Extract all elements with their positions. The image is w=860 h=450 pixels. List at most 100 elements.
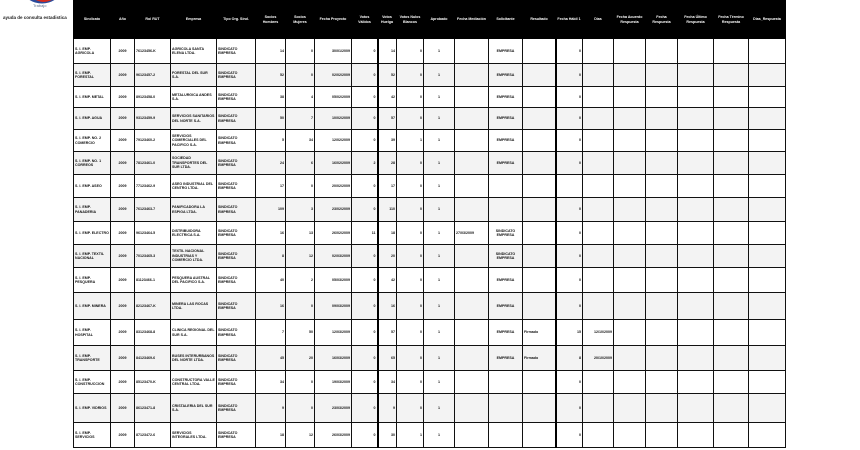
table-cell: S. I. EMP. CONSTRUCCION	[73, 370, 111, 394]
table-cell	[454, 107, 489, 130]
table-cell: S. I. EMP. ASEO	[73, 174, 111, 198]
table-cell	[522, 129, 556, 152]
table-cell	[454, 422, 489, 448]
table-cell: 1	[423, 38, 455, 64]
table-cell: 2009	[110, 319, 135, 346]
table-cell	[748, 129, 786, 152]
table-cell	[613, 221, 646, 245]
table-cell: 89123458-0	[134, 86, 171, 108]
column-header: Votos Válidos	[351, 0, 378, 39]
table-cell: 23/03/2009	[314, 393, 352, 423]
table-row: S. I. EMP. TEXTIL NACIONAL 2009 70123465-3…	[73, 244, 786, 268]
table-cell: 0	[351, 129, 378, 152]
table-cell: 05/02/2009	[314, 86, 352, 108]
column-header: Fecha Hábil 1	[555, 0, 583, 39]
table-cell	[748, 151, 786, 175]
column-header: Empresa	[170, 0, 217, 39]
table-cell: 2009	[110, 292, 135, 320]
column-header: Resultado	[522, 0, 556, 39]
table-cell: 2009	[110, 221, 135, 245]
table-cell: 0	[396, 221, 424, 245]
table-cell	[677, 244, 714, 268]
table-cell	[748, 197, 786, 222]
table-cell: 0	[396, 151, 424, 175]
table-cell: SINDICATO EMPRESA	[216, 393, 256, 423]
table-cell	[645, 393, 678, 423]
column-header: Fecha Acuerdo Respuesta	[613, 0, 646, 39]
table-cell: 76123456-K	[134, 38, 171, 64]
table-cell: EMPRESA	[488, 292, 523, 320]
table-cell: 0	[396, 197, 424, 222]
table-cell: 2009	[110, 63, 135, 87]
table-cell: EMPRESA	[488, 345, 523, 371]
table-cell	[454, 151, 489, 175]
table-cell: 0	[285, 174, 315, 198]
table-cell: 0	[554, 197, 583, 222]
table-cell	[748, 319, 786, 346]
table-cell: 3	[285, 197, 315, 222]
table-cell: 65	[376, 345, 397, 371]
table-cell: 0	[554, 393, 583, 423]
table-cell: 23/02/2009	[314, 197, 352, 222]
table-cell: 0	[396, 393, 424, 423]
table-cell: 18	[255, 422, 286, 448]
table-cell	[748, 86, 786, 108]
column-header: Socios Mujeres	[285, 0, 315, 39]
table-cell: SINDICATO EMPRESA	[216, 319, 256, 346]
column-header: Aprobado	[423, 0, 455, 39]
table-cell	[645, 151, 678, 175]
table-cell	[582, 151, 614, 175]
table-cell	[454, 319, 489, 346]
table-cell: 2009	[110, 151, 135, 175]
table-cell	[522, 422, 556, 448]
table-cell	[613, 345, 646, 371]
table-cell: 28	[376, 151, 397, 175]
table-row: S. I. EMP. METAL 2009 89123458-0 METALURGIC…	[73, 86, 786, 108]
table-cell	[613, 370, 646, 394]
table-cell: 6	[285, 151, 315, 175]
table-cell	[582, 86, 614, 108]
table-cell: 0	[285, 292, 315, 320]
table-cell: SERVICIOS COMERCIALES DEL PACIFICO S.A.	[170, 129, 217, 152]
table-cell: 0	[554, 292, 583, 320]
table-cell: SERVICIOS SANITARIOS DEL NORTE S.A.	[170, 107, 217, 130]
table-cell	[582, 63, 614, 87]
column-header: Rol RUT	[134, 0, 171, 39]
table-cell	[488, 393, 523, 423]
table-cell	[645, 292, 678, 320]
table-cell	[522, 292, 556, 320]
table-cell	[522, 86, 556, 108]
table-cell: 0	[285, 38, 315, 64]
table-cell: EMPRESA	[488, 107, 523, 130]
table-cell: SINDICATO EMPRESA	[216, 38, 256, 64]
table-cell: 7	[255, 319, 286, 346]
table-cell: S. I. EMP. SERVICIOS	[73, 422, 111, 448]
table-cell: SINDICATO EMPRESA	[216, 370, 256, 394]
table-cell	[748, 244, 786, 268]
table-cell	[522, 393, 556, 423]
table-cell: 27/03/2009	[454, 221, 489, 245]
table-cell: METALURGICA ANDES S.A.	[170, 86, 217, 108]
table-cell: 0	[554, 63, 583, 87]
table-cell	[522, 151, 556, 175]
table-cell: SINDICATO EMPRESA	[216, 244, 256, 268]
table-cell: 0	[396, 319, 424, 346]
table-cell	[748, 422, 786, 448]
table-row: S. I. EMP. HOSPITAL 2009 83123468-8 CLINICA…	[73, 319, 786, 346]
table-cell: 20/10/2009	[582, 345, 614, 371]
column-header: Año	[110, 0, 135, 39]
table-cell	[645, 244, 678, 268]
subtitle: ayuda de consulta estadistica	[3, 15, 67, 20]
table-row: S. I. EMP. PANADERIA 2009 76123463-7 PANIFI…	[73, 197, 786, 222]
table-cell: 34	[255, 370, 286, 394]
table-cell	[613, 38, 646, 64]
column-header: Tipo Org. Sind.	[216, 0, 256, 39]
column-header: Votos Nulos Blancos	[396, 0, 424, 39]
table-cell: SINDICATO EMPRESA	[216, 63, 256, 87]
table-cell: SOCIEDAD TRANSPORTES DEL SUR LTDA.	[170, 151, 217, 175]
table-cell	[748, 267, 786, 293]
table-cell: 05/03/2009	[314, 267, 352, 293]
table-cell: 42	[376, 267, 397, 293]
table-cell	[454, 267, 489, 293]
table-cell	[645, 422, 678, 448]
